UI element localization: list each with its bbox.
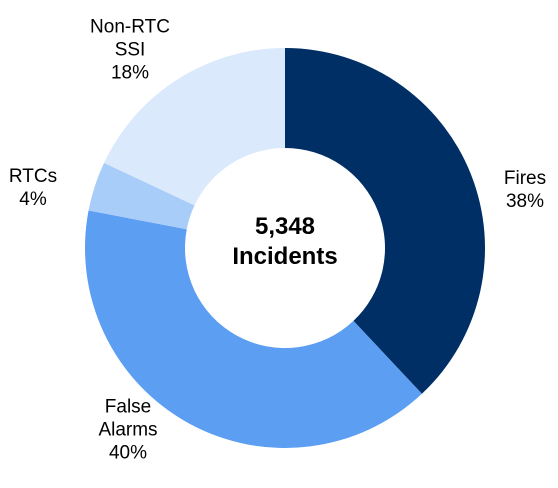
segment-label: RTCs 4%	[3, 165, 63, 211]
segment-label: Fires 38%	[490, 167, 558, 213]
category-name: Fires	[503, 168, 547, 189]
value-label: 18%	[110, 62, 150, 84]
category-name: False Alarms	[98, 396, 158, 441]
segment-label: Non-RTC SSI 18%	[75, 16, 185, 85]
value-label: 4%	[19, 189, 47, 210]
center-label: 5,348 Incidents	[232, 213, 338, 270]
value-label: 38%	[505, 191, 545, 212]
category-name: Non-RTC SSI	[90, 16, 170, 61]
segment-label: False Alarms 40%	[83, 396, 173, 465]
donut-segment	[88, 162, 195, 230]
donut-segment	[285, 48, 485, 394]
value-label: 40%	[108, 442, 148, 464]
donut-segment	[104, 48, 285, 206]
donut-segment	[84, 210, 422, 448]
category-name: RTCs	[8, 166, 58, 187]
